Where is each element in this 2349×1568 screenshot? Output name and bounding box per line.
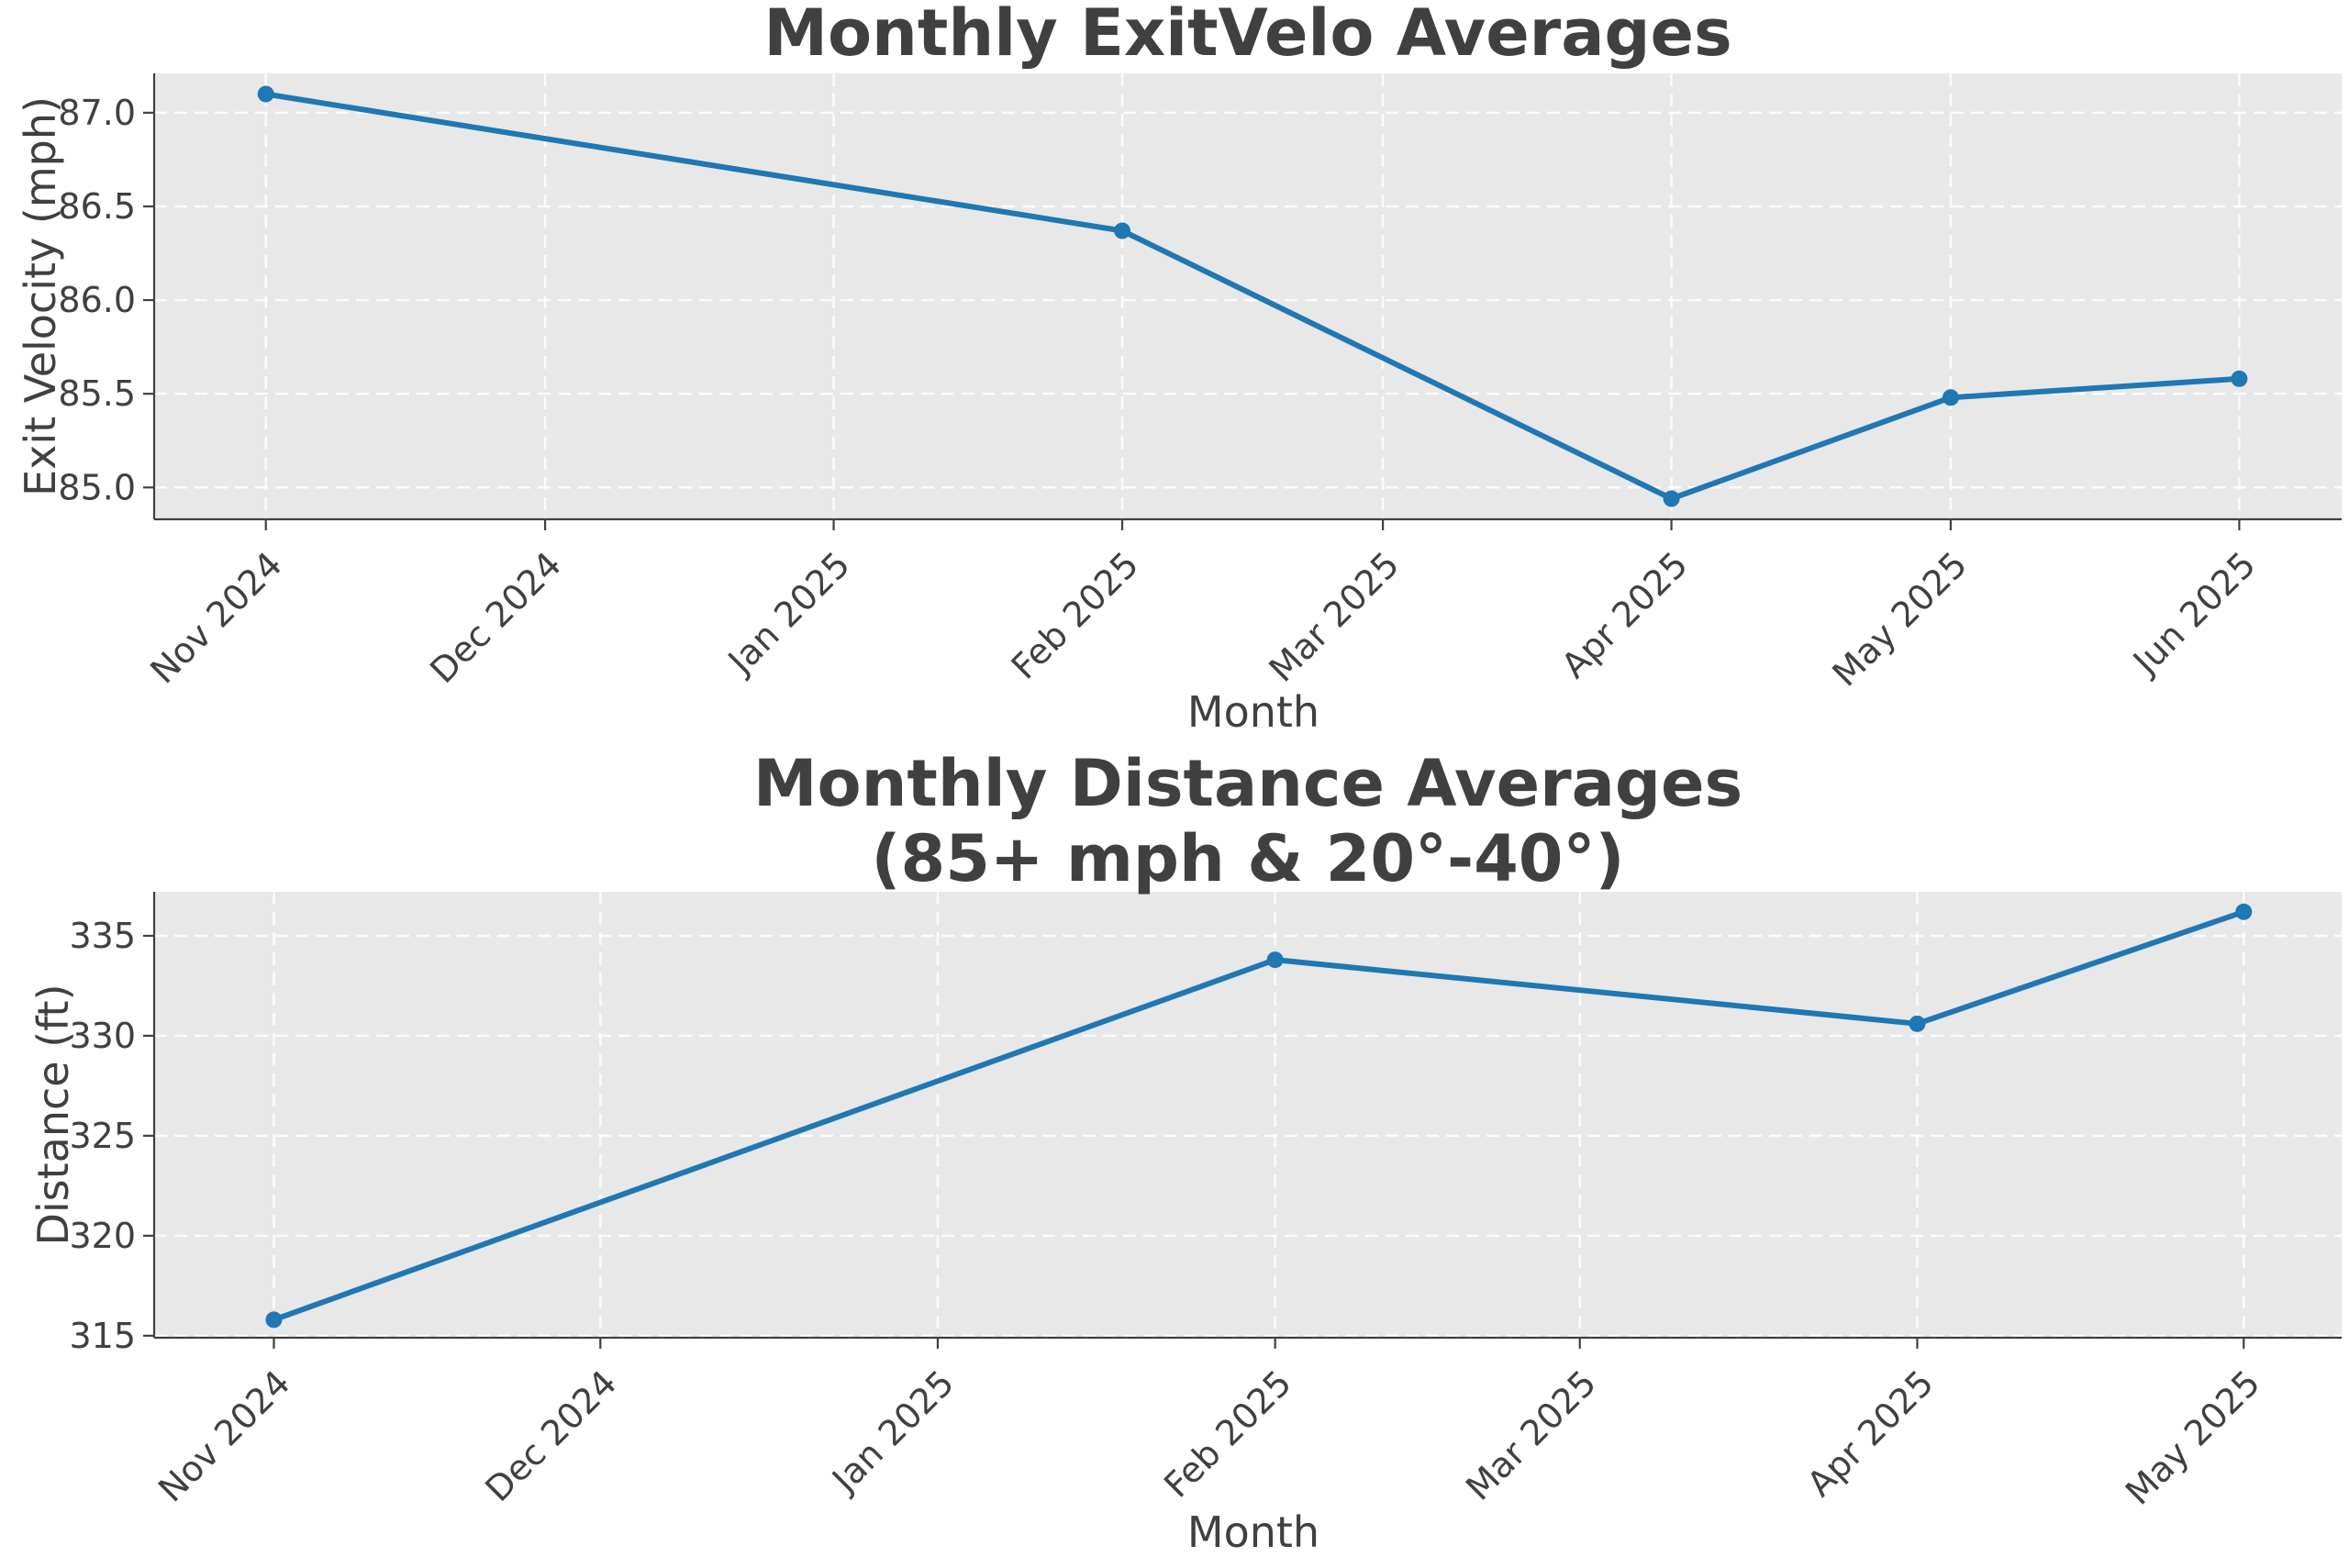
x-tick-label: Jun 2025	[2124, 544, 2263, 683]
x-tick-label: Jan 2025	[719, 544, 858, 683]
data-point	[1114, 222, 1131, 239]
y-tick-label: 86.5	[58, 186, 136, 227]
data-point	[265, 1311, 283, 1329]
y-tick-label: 320	[69, 1216, 136, 1256]
x-tick-label: Feb 2025	[1004, 544, 1147, 687]
y-tick-label: 335	[69, 916, 136, 956]
plot-area	[154, 892, 2342, 1338]
plot-area	[154, 73, 2342, 519]
series-line	[273, 908, 2245, 1323]
x-tick-label: Mar 2025	[1262, 544, 1408, 690]
chart-title: Monthly ExitVelo Averages	[763, 0, 1731, 71]
data-point	[1266, 951, 1284, 969]
y-axis-label: Exit Velocity (mph)	[16, 96, 65, 496]
data-point	[2235, 903, 2253, 920]
x-tick-label: Feb 2025	[1156, 1362, 1299, 1506]
x-tick-label: Apr 2025	[1553, 544, 1696, 686]
y-tick-label: 85.5	[58, 373, 136, 414]
x-tick-label: Nov 2024	[150, 1362, 297, 1509]
x-tick-label: Nov 2024	[142, 544, 289, 691]
y-tick-label: 87.0	[58, 93, 136, 133]
chart-panel-2: 315 320 325 330 335 Nov 2024 Dec 2024 Jan 2025 F…	[28, 746, 2342, 1557]
x-axis-label: Month	[1187, 1507, 1319, 1557]
y-axis-label: Distance (ft)	[28, 984, 78, 1245]
y-tick-label: 85.0	[58, 467, 136, 507]
y-tick-label: 325	[69, 1116, 136, 1156]
y-tick-label: 330	[69, 1016, 136, 1056]
y-tick-label: 86.0	[58, 280, 136, 320]
x-tick-label: Mar 2025	[1458, 1362, 1604, 1508]
chart-title: Monthly Distance Averages	[753, 746, 1742, 821]
y-tick-label: 315	[69, 1316, 136, 1356]
chart-title: (85+ mph & 20°-40°)	[872, 821, 1625, 896]
x-tick-label: May 2025	[2118, 1362, 2268, 1513]
x-tick-label: Dec 2024	[422, 544, 569, 691]
x-tick-label: Apr 2025	[1799, 1362, 1942, 1505]
data-point	[257, 85, 274, 103]
x-tick-label: Dec 2024	[477, 1362, 624, 1509]
data-point	[1663, 490, 1680, 507]
x-tick-label: May 2025	[1824, 544, 1975, 695]
chart-panel-1: 85.0 85.5 86.0 86.5 87.0 Nov 2024 Dec 2024 Jan …	[16, 0, 2342, 737]
x-tick-label: Jan 2025	[823, 1362, 962, 1501]
x-axis-label: Month	[1187, 687, 1319, 737]
data-point	[1942, 389, 1959, 406]
data-point	[1909, 1015, 1926, 1032]
data-point	[2231, 370, 2248, 387]
